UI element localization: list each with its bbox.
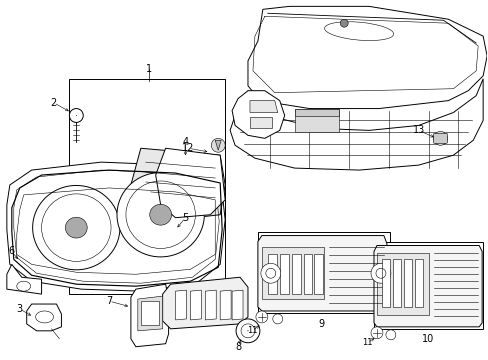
Polygon shape: [131, 284, 168, 347]
Text: 12: 12: [182, 143, 194, 153]
Circle shape: [433, 131, 447, 145]
Ellipse shape: [33, 185, 120, 270]
Polygon shape: [27, 304, 61, 331]
Polygon shape: [7, 264, 41, 294]
Text: 3: 3: [17, 304, 23, 314]
FancyBboxPatch shape: [433, 133, 447, 143]
Bar: [141, 301, 158, 325]
Text: 9: 9: [318, 319, 324, 329]
Circle shape: [211, 138, 224, 152]
Bar: [69, 79, 224, 294]
Polygon shape: [403, 260, 411, 307]
Circle shape: [255, 311, 267, 323]
Polygon shape: [414, 260, 422, 307]
Polygon shape: [220, 290, 231, 320]
Text: 6: 6: [9, 247, 15, 256]
Polygon shape: [232, 290, 243, 320]
Polygon shape: [291, 255, 300, 294]
Polygon shape: [279, 255, 288, 294]
Text: 11: 11: [361, 338, 371, 347]
Ellipse shape: [149, 204, 171, 225]
Text: 7: 7: [106, 296, 112, 306]
Polygon shape: [249, 117, 271, 129]
Text: 13: 13: [412, 125, 424, 135]
Polygon shape: [376, 253, 427, 315]
Polygon shape: [215, 140, 221, 150]
Ellipse shape: [17, 281, 31, 291]
Polygon shape: [303, 255, 312, 294]
Circle shape: [370, 264, 390, 283]
Polygon shape: [373, 246, 481, 327]
Text: 2: 2: [50, 98, 57, 108]
Polygon shape: [294, 109, 339, 132]
Polygon shape: [230, 79, 482, 170]
Text: 8: 8: [235, 342, 241, 352]
Ellipse shape: [117, 172, 204, 257]
Polygon shape: [267, 255, 276, 294]
Polygon shape: [7, 162, 224, 291]
Polygon shape: [294, 109, 339, 116]
Circle shape: [272, 314, 282, 324]
Circle shape: [236, 319, 259, 343]
Polygon shape: [257, 235, 386, 311]
Polygon shape: [381, 260, 389, 307]
Text: 11: 11: [246, 326, 257, 335]
Polygon shape: [314, 255, 323, 294]
Polygon shape: [232, 91, 284, 138]
Polygon shape: [392, 260, 400, 307]
Polygon shape: [138, 296, 163, 331]
Circle shape: [340, 19, 347, 27]
Polygon shape: [205, 290, 216, 320]
Circle shape: [260, 264, 280, 283]
Polygon shape: [262, 247, 324, 299]
Text: 1: 1: [145, 64, 151, 74]
Polygon shape: [175, 290, 186, 320]
Polygon shape: [249, 100, 277, 113]
Text: 4: 4: [182, 137, 188, 147]
Polygon shape: [247, 6, 486, 109]
Polygon shape: [131, 148, 224, 220]
Circle shape: [385, 330, 395, 340]
Bar: [257, 231, 389, 313]
Ellipse shape: [65, 217, 87, 238]
Polygon shape: [163, 277, 247, 329]
Bar: [373, 242, 482, 329]
Circle shape: [370, 327, 382, 339]
Polygon shape: [190, 290, 201, 320]
Polygon shape: [155, 148, 224, 218]
Circle shape: [69, 109, 83, 122]
Text: 5: 5: [182, 213, 188, 223]
Text: 10: 10: [422, 334, 434, 344]
